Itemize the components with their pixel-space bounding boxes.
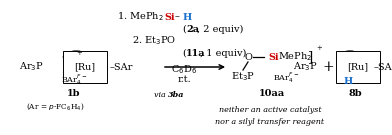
Text: +: +: [322, 60, 334, 74]
Text: Et$_3$P: Et$_3$P: [231, 71, 255, 83]
Text: 1b: 1b: [67, 89, 81, 97]
Text: 8b: 8b: [348, 89, 362, 97]
Text: (Ar = $p$-FC$_6$H$_4$): (Ar = $p$-FC$_6$H$_4$): [26, 102, 84, 112]
Text: C$_6$D$_6$: C$_6$D$_6$: [171, 64, 197, 76]
Text: nor a silyl transfer reagent: nor a silyl transfer reagent: [216, 118, 325, 126]
Text: 2a: 2a: [186, 24, 199, 33]
Text: Si: Si: [164, 13, 174, 21]
Text: (: (: [182, 24, 186, 33]
Text: 10aa: 10aa: [259, 89, 285, 97]
Text: +: +: [316, 44, 322, 52]
Text: –SAr: –SAr: [374, 63, 392, 72]
Text: Si: Si: [268, 53, 279, 62]
Text: [Ru]: [Ru]: [74, 63, 96, 72]
Text: H: H: [343, 77, 353, 85]
Text: Ar$_3$P: Ar$_3$P: [293, 61, 318, 73]
Text: 2. Et$_3$PO: 2. Et$_3$PO: [132, 35, 176, 47]
Text: +: +: [76, 49, 82, 57]
Text: , 1 equiv): , 1 equiv): [200, 48, 247, 58]
Text: [Ru]: [Ru]: [74, 63, 96, 72]
Text: BAr$^F_4$$^-$: BAr$^F_4$$^-$: [61, 72, 87, 87]
Text: (: (: [182, 48, 186, 58]
Text: BAr$^F_4$$^-$: BAr$^F_4$$^-$: [273, 71, 299, 85]
Text: via: via: [154, 91, 168, 99]
Text: neither an active catalyst: neither an active catalyst: [219, 106, 321, 114]
Text: , 2 equiv): , 2 equiv): [197, 24, 243, 34]
Text: –SAr: –SAr: [110, 63, 133, 72]
Text: r.t.: r.t.: [177, 75, 191, 85]
Text: ]: ]: [308, 50, 313, 64]
Text: 1. MePh$_2$: 1. MePh$_2$: [117, 11, 164, 23]
Text: 3ba: 3ba: [168, 91, 184, 99]
Text: MePh$_2$: MePh$_2$: [278, 51, 312, 63]
Text: H: H: [183, 13, 192, 21]
Text: O: O: [244, 53, 252, 62]
Text: Ar$_3$P: Ar$_3$P: [19, 61, 44, 73]
Text: –: –: [175, 13, 180, 21]
Text: 11a: 11a: [186, 48, 206, 58]
Text: [Ru]: [Ru]: [347, 63, 368, 72]
